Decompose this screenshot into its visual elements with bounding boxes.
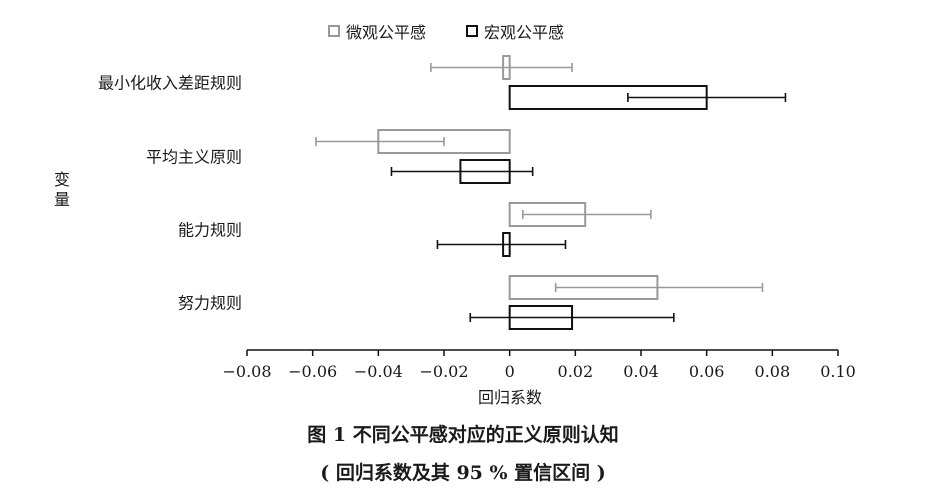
category-label: 平均主义原则 bbox=[146, 148, 242, 167]
category-label: 能力规则 bbox=[178, 221, 242, 240]
x-tick-label: −0.04 bbox=[354, 362, 403, 381]
x-tick-label: 0 bbox=[505, 362, 515, 381]
legend-item-micro: 微观公平感 bbox=[328, 19, 426, 43]
x-tick-label: 0.08 bbox=[755, 362, 791, 381]
figure-caption-subtitle: ( 回归系数及其 95 % 置信区间 ) bbox=[320, 462, 606, 484]
y-axis-title: 变量 bbox=[53, 170, 70, 209]
x-tick-label: 0.02 bbox=[558, 362, 594, 381]
legend-swatch-macro bbox=[466, 25, 479, 37]
category-label: 努力规则 bbox=[178, 294, 242, 313]
x-tick-label: −0.06 bbox=[288, 362, 337, 381]
x-axis-title: 回归系数 bbox=[477, 388, 542, 407]
category-label: 最小化收入差距规则 bbox=[98, 74, 242, 93]
chart-legend: 微观公平感 宏观公平感 bbox=[328, 19, 564, 43]
x-tick-label: −0.02 bbox=[419, 362, 468, 381]
x-tick-label: 0.10 bbox=[820, 362, 856, 381]
legend-item-macro: 宏观公平感 bbox=[466, 19, 564, 43]
legend-swatch-micro bbox=[328, 25, 340, 37]
legend-label-macro: 宏观公平感 bbox=[484, 23, 565, 42]
x-tick-label: 0.04 bbox=[623, 362, 659, 381]
figure-caption: 图 1 不同公平感对应的正义原则认知 bbox=[307, 424, 619, 446]
chart-plot: −0.08 −0.06 −0.04 −0.02 0 0.02 0.04 0.06 0.08 0.1… bbox=[98, 55, 856, 381]
x-tick-label: 0.06 bbox=[689, 362, 725, 381]
x-tick-label: −0.08 bbox=[222, 362, 271, 381]
legend-label-micro: 微观公平感 bbox=[346, 23, 427, 42]
